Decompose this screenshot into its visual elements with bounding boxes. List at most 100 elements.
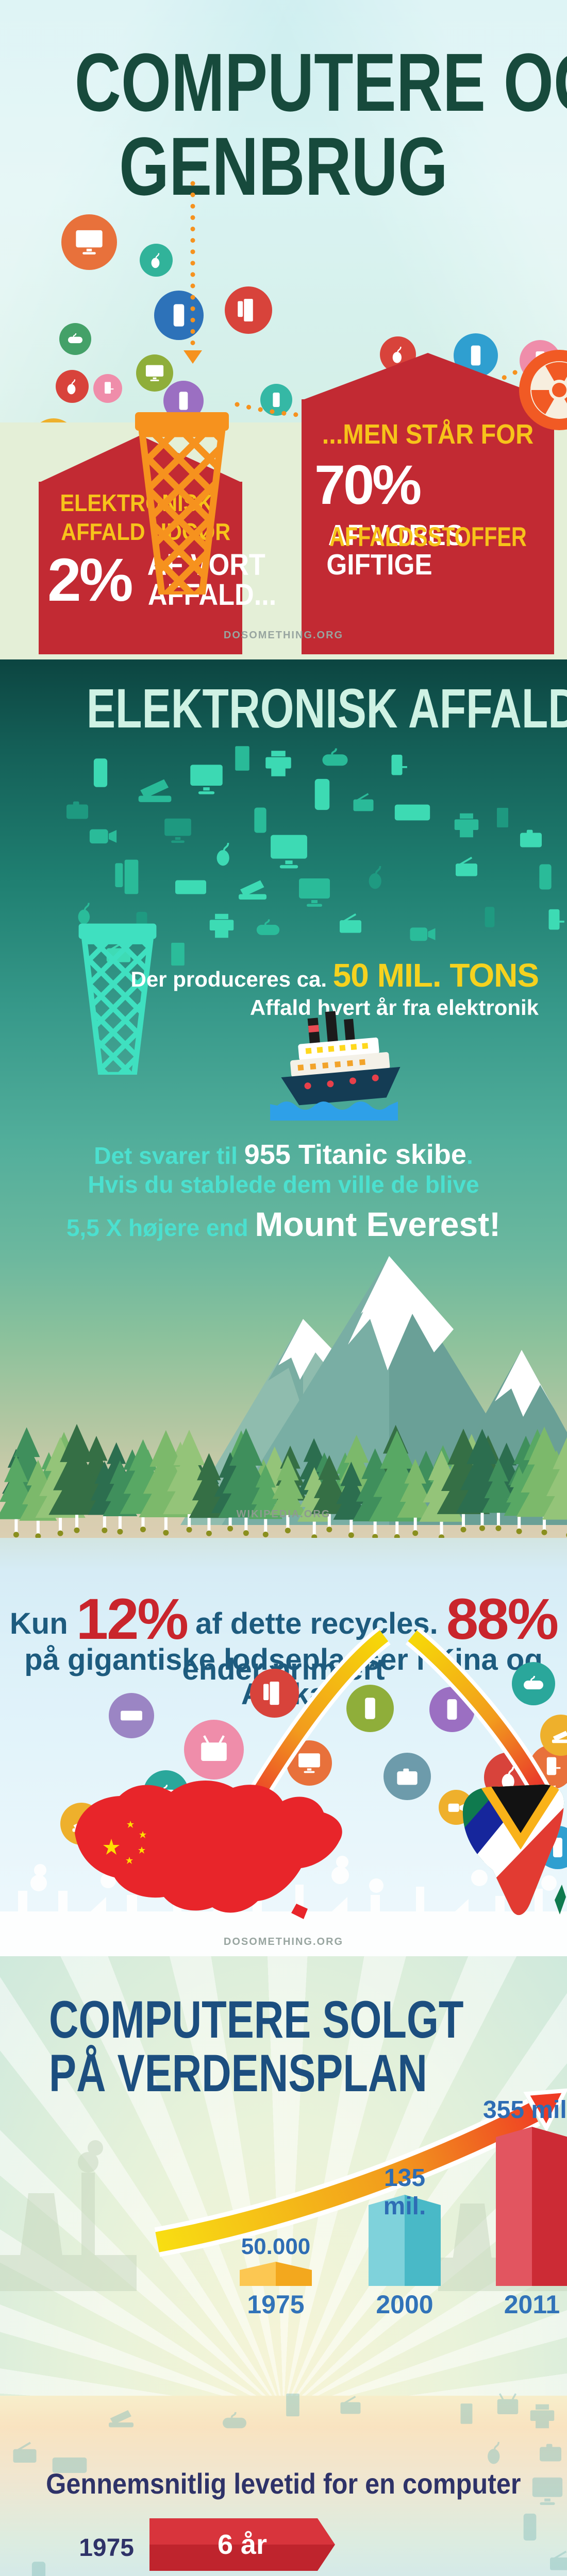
- radio-icon: [350, 789, 377, 816]
- monitor-icon: [267, 829, 311, 873]
- monitor-icon: [296, 874, 333, 911]
- tag-right-stat: 70% AF VORES GIFTIGE: [314, 453, 463, 581]
- source-credit: DOSOMETHING.ORG: [223, 1936, 344, 1947]
- dotted-drop-arrow: [184, 181, 202, 364]
- gamepad-icon: [59, 323, 91, 355]
- scanner-icon: [105, 2400, 138, 2433]
- titanic-ship-icon: [270, 1011, 401, 1121]
- tv-icon: [494, 2391, 522, 2419]
- drive-icon: [278, 2391, 307, 2419]
- bar-year-2000: 2000: [376, 2290, 433, 2319]
- ewaste-stat-line1: Der produceres ca. 50 MIL. TONS: [130, 957, 539, 994]
- phone-icon: [346, 1685, 394, 1732]
- phone-icon: [529, 861, 561, 893]
- tag-right: [302, 399, 554, 654]
- monitor-icon: [136, 354, 173, 392]
- phone-icon: [454, 333, 498, 378]
- africa-map: [462, 1784, 566, 1916]
- camera-icon: [536, 2438, 565, 2467]
- radio-icon: [546, 2546, 567, 2575]
- videocam-icon: [86, 819, 120, 853]
- phone-icon: [513, 2510, 547, 2544]
- bar-value-2011: 355 mil.: [482, 2096, 567, 2124]
- bar-value-1975: 50.000: [241, 2234, 311, 2259]
- mp3-icon: [382, 752, 411, 781]
- scanner-icon: [133, 766, 177, 809]
- sales-chart-title: COMPUTERE SOLGT PÅ VERDENSPLAN: [49, 1990, 464, 2103]
- tag-right-peak: [302, 353, 554, 400]
- section-sales-chart: [0, 1956, 567, 2396]
- mouse-icon: [56, 370, 89, 403]
- ewaste-stat-line2: Affald hvert år fra elektronik: [249, 995, 539, 1020]
- stack-line: Hvis du stablede dem ville de blive: [88, 1171, 479, 1198]
- monitor-icon: [61, 214, 117, 270]
- bar-year-1975: 1975: [247, 2290, 305, 2319]
- mouse-icon: [210, 839, 239, 868]
- radio-icon: [9, 2437, 40, 2468]
- tower-icon: [111, 856, 152, 897]
- printer-icon: [526, 2400, 558, 2432]
- tv-icon: [184, 1720, 244, 1780]
- mouse-icon: [481, 2438, 509, 2466]
- mouse-icon: [362, 862, 391, 891]
- radio-icon: [337, 2392, 364, 2418]
- monitor-icon: [162, 815, 194, 846]
- gamepad-icon: [220, 2406, 249, 2436]
- phone-icon: [303, 775, 342, 814]
- scanner-icon: [540, 1715, 567, 1756]
- phone-icon: [163, 381, 204, 421]
- gamepad-icon: [512, 1662, 555, 1705]
- mount-everest-illustration: [0, 1256, 567, 1540]
- mp3-icon: [93, 374, 122, 403]
- page-title: COMPUTERE OG GENBRUG: [74, 36, 567, 213]
- tag-right-top: ...MEN STÅR FOR: [322, 419, 534, 450]
- mouse-icon: [140, 244, 173, 277]
- china-map: [75, 1780, 342, 1919]
- tag-right-bottom: AFFALDSSTOFFER: [329, 522, 527, 552]
- camera-icon: [516, 824, 545, 853]
- phone-icon: [21, 2558, 57, 2576]
- tower-icon: [249, 1668, 299, 1718]
- keyboard-icon: [109, 1693, 154, 1738]
- drive-icon: [454, 2401, 479, 2427]
- lifespan-year-1975: 1975: [79, 2534, 134, 2562]
- drive-icon: [490, 805, 515, 830]
- lifespan-title: Gennemsnitlig levetid for en computer: [46, 2467, 521, 2500]
- camera-icon: [383, 1753, 431, 1800]
- scanner-icon: [234, 869, 271, 906]
- gamepad-icon: [254, 914, 282, 943]
- phone-icon: [260, 384, 292, 416]
- everest-line: 5,5 X højere end Mount Everest!: [66, 1205, 501, 1243]
- growth-arrow: [154, 2088, 567, 2257]
- bar-2011: [496, 2127, 567, 2286]
- bar-year-2011: 2011: [504, 2290, 560, 2319]
- printer-icon: [451, 809, 482, 841]
- waste-basket-icon: [135, 412, 229, 595]
- phone-icon: [82, 755, 119, 791]
- source-credit: WIKIPEDIA.ORG: [236, 1509, 331, 1520]
- mp3-icon: [540, 906, 567, 935]
- phone-icon: [154, 291, 204, 340]
- bar-2000: [369, 2195, 441, 2286]
- keyboard-icon: [391, 791, 433, 834]
- printer-icon: [261, 747, 295, 781]
- drive-icon: [227, 743, 258, 774]
- recycle-basket-icon: [78, 923, 157, 1075]
- gamepad-icon: [319, 742, 351, 774]
- tower-icon: [225, 286, 272, 334]
- radio-icon: [336, 909, 365, 938]
- source-credit: DOSOMETHING.ORG: [223, 630, 344, 641]
- section-header: [0, 0, 567, 422]
- keyboard-icon: [172, 869, 209, 906]
- radioactive-icon: [519, 350, 567, 430]
- titanic-line: Det svarer til 955 Titanic skibe.: [94, 1139, 473, 1170]
- bar-value-2000: 135 mil.: [383, 2164, 426, 2220]
- radio-icon: [452, 852, 481, 881]
- ewaste-title: ELEKTRONISK AFFALD IDAG: [86, 677, 567, 739]
- videocam-icon: [407, 918, 439, 950]
- monitor-icon: [187, 760, 226, 799]
- printer-icon: [206, 910, 238, 942]
- lifespan-bar-1975: 6 år: [149, 2518, 335, 2571]
- phone-icon: [477, 904, 503, 930]
